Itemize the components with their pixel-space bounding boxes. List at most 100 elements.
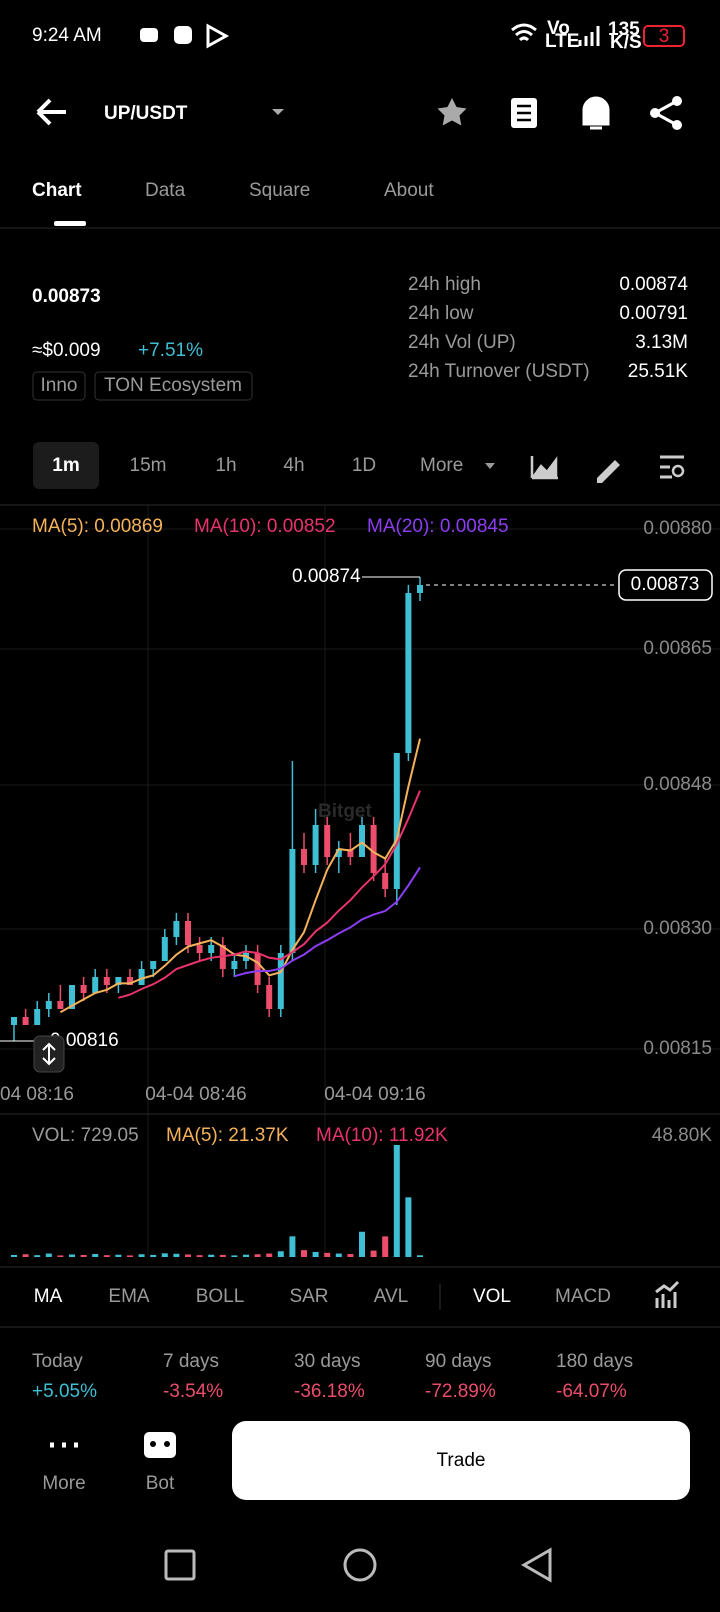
back-button[interactable]	[36, 98, 66, 126]
last-price: 0.00873	[32, 286, 101, 307]
interval[interactable]: 1D	[352, 455, 376, 476]
ma-label: MA(5): 0.00869	[32, 516, 163, 537]
volume-bar	[103, 1255, 110, 1257]
x-tick-label: 04-04 09:16	[324, 1084, 425, 1105]
tag-label: TON Ecosystem	[104, 375, 242, 396]
tab-indicator	[54, 221, 86, 226]
draw-button[interactable]	[597, 460, 620, 483]
y-tick-label: 0.00865	[643, 638, 712, 659]
perf-label: 90 days	[425, 1351, 492, 1372]
nav-back[interactable]	[520, 1547, 552, 1583]
settings-button[interactable]	[660, 455, 684, 479]
indicator-tab[interactable]: BOLL	[196, 1286, 245, 1307]
stat-label: 24h low	[408, 303, 474, 324]
interval[interactable]: More	[420, 455, 463, 476]
perf-value: +5.05%	[32, 1381, 97, 1402]
candle-body	[45, 1001, 52, 1009]
y-tick-label: 0.00830	[643, 918, 712, 939]
tag[interactable]	[94, 371, 253, 401]
perf-value: -64.07%	[556, 1381, 627, 1402]
volume-bar	[219, 1254, 226, 1257]
bot-label[interactable]: Bot	[146, 1473, 175, 1494]
status-icon	[140, 28, 158, 42]
volume-bar	[127, 1255, 133, 1257]
y-tick-label: 0.00880	[643, 518, 712, 539]
pair-title[interactable]: UP/USDT	[104, 103, 188, 124]
candle-body	[196, 945, 203, 953]
indicator-tab[interactable]: MA	[34, 1286, 63, 1307]
indicator-tab[interactable]: AVL	[374, 1286, 409, 1307]
stat-label: 24h Vol (UP)	[408, 332, 516, 353]
perf-value: -36.18%	[294, 1381, 365, 1402]
indicator-tab[interactable]: MACD	[555, 1286, 611, 1307]
candle-body	[11, 1017, 17, 1025]
volume-bar	[161, 1253, 168, 1257]
current-price-box	[618, 569, 713, 601]
interval[interactable]: 1m	[52, 455, 79, 476]
volume-bar	[80, 1254, 87, 1257]
x-tick-label: 04-04 08:46	[145, 1084, 246, 1105]
pair-dropdown[interactable]	[272, 109, 284, 115]
volume-bar	[254, 1254, 261, 1257]
interval[interactable]: 15m	[130, 455, 167, 476]
trade-button[interactable]	[232, 1421, 690, 1500]
candle-body	[289, 849, 296, 953]
volume-bar	[417, 1255, 423, 1257]
nav-home[interactable]	[343, 1548, 377, 1582]
candle-body	[80, 985, 87, 993]
volume-bar	[324, 1252, 331, 1257]
volume-bar	[289, 1236, 296, 1257]
indicator-tab[interactable]: SAR	[289, 1286, 328, 1307]
volume-bar	[138, 1254, 145, 1257]
candle-body	[417, 585, 423, 593]
stat-label: 24h high	[408, 274, 481, 295]
tab[interactable]: About	[384, 180, 434, 201]
candle-body	[69, 985, 75, 1009]
favorite-button[interactable]	[437, 98, 467, 126]
tab[interactable]: Chart	[32, 180, 82, 201]
candle-body	[57, 1001, 64, 1009]
volume-bar	[312, 1251, 319, 1257]
settings-icon	[671, 464, 685, 478]
vol-label: MA(5): 21.37K	[166, 1125, 289, 1146]
volume-bar	[405, 1197, 412, 1257]
volume-bar	[370, 1250, 377, 1257]
ma-label: MA(10): 0.00852	[194, 516, 336, 537]
tag-label: Inno	[41, 375, 78, 396]
indicator-tab[interactable]: EMA	[108, 1286, 150, 1307]
nav-recents[interactable]	[164, 1549, 196, 1581]
share-icon	[654, 99, 678, 127]
candle-body	[359, 825, 365, 857]
price-change: +7.51%	[138, 340, 203, 361]
more-label[interactable]: More	[42, 1473, 85, 1494]
battery	[643, 25, 685, 47]
indicator-tab[interactable]: VOL	[473, 1286, 511, 1307]
x-tick-label: 04 08:16	[0, 1084, 74, 1105]
indicator-settings[interactable]	[655, 1280, 680, 1308]
interval-selected	[33, 442, 99, 489]
volume-bar	[266, 1253, 273, 1257]
signal-icon	[578, 26, 600, 46]
tag[interactable]	[32, 371, 86, 401]
volume-bar	[359, 1231, 365, 1257]
candle-body	[254, 953, 261, 985]
alert-button[interactable]	[582, 96, 610, 130]
interval[interactable]: 4h	[283, 455, 304, 476]
candle-body	[127, 977, 133, 985]
bot-icon[interactable]	[144, 1432, 176, 1458]
candle-body	[231, 961, 238, 969]
volume-bar	[196, 1255, 203, 1257]
tab[interactable]: Square	[249, 180, 310, 201]
stat-value: 25.51K	[628, 361, 689, 382]
watermark: Bitget	[318, 801, 373, 822]
tab[interactable]: Data	[145, 180, 186, 201]
vol-label: VOL: 729.05	[32, 1125, 139, 1146]
volume-bar	[34, 1255, 41, 1257]
more-dropdown[interactable]	[485, 463, 495, 469]
volume-bar	[11, 1254, 17, 1257]
vol-label: MA(10): 11.92K	[316, 1125, 448, 1146]
chart-type-button[interactable]	[530, 456, 558, 480]
candle-body	[370, 825, 377, 873]
interval[interactable]: 1h	[215, 455, 236, 476]
